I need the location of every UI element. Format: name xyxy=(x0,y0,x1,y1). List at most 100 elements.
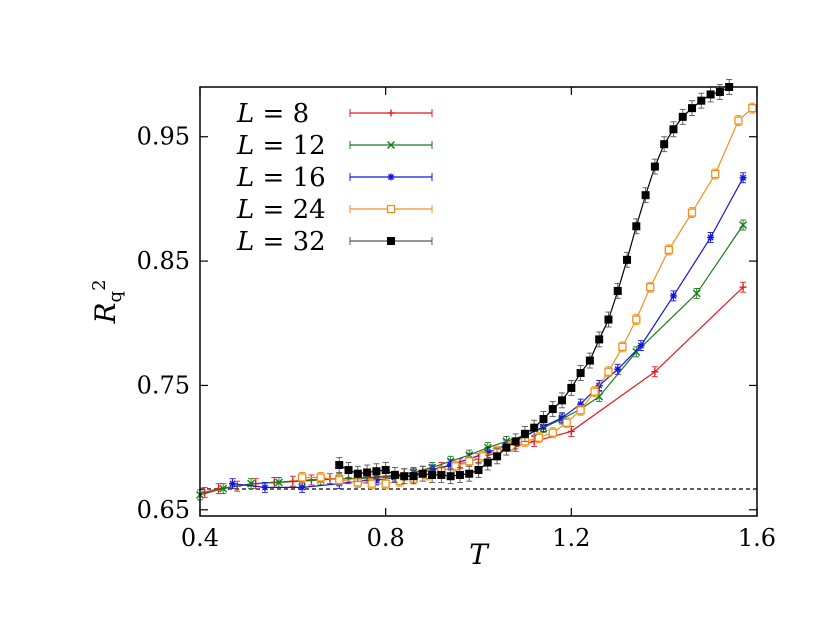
data-point xyxy=(734,115,743,126)
legend-item-8: L = 8 xyxy=(236,99,433,129)
data-point xyxy=(530,419,539,436)
data-point xyxy=(576,404,585,416)
data-point xyxy=(502,439,511,456)
legend-marker xyxy=(386,204,396,214)
data-point xyxy=(451,460,460,472)
data-point xyxy=(465,465,474,482)
data-point xyxy=(637,340,645,352)
data-point xyxy=(641,187,650,204)
data-point xyxy=(367,478,376,490)
x-tick-label: 0.4 xyxy=(181,524,219,552)
legend-marker xyxy=(387,109,395,117)
data-point xyxy=(353,465,362,482)
data-point xyxy=(739,219,748,231)
legend-label: L = 16 xyxy=(236,163,326,193)
legend-marker xyxy=(387,141,395,149)
data-point xyxy=(711,168,720,180)
data-point xyxy=(363,464,372,481)
data-point xyxy=(669,121,678,138)
legend-marker xyxy=(387,173,395,181)
data-point xyxy=(465,455,474,467)
data-point xyxy=(576,365,585,381)
data-point xyxy=(474,462,483,478)
data-point xyxy=(219,483,228,495)
data-point xyxy=(623,251,632,268)
data-point xyxy=(739,281,747,293)
legend-item-32: L = 32 xyxy=(236,227,433,257)
data-point xyxy=(632,314,641,325)
y-axis-label: Rq2 xyxy=(89,279,126,324)
data-point xyxy=(437,467,446,483)
data-point xyxy=(548,427,557,439)
data-point xyxy=(261,481,269,493)
data-point xyxy=(395,475,404,487)
data-point xyxy=(534,432,543,444)
x-tick-label: 0.8 xyxy=(367,524,405,552)
data-point xyxy=(567,426,575,437)
data-point xyxy=(567,380,576,396)
data-point xyxy=(664,244,673,256)
data-point xyxy=(335,457,344,473)
data-point xyxy=(483,454,492,471)
legend: L = 8L = 12L = 16L = 24L = 32 xyxy=(236,99,433,257)
data-point xyxy=(706,86,715,103)
series-8 xyxy=(201,281,747,498)
data-point xyxy=(618,341,627,353)
y-tick-label: 0.95 xyxy=(137,123,190,151)
data-point xyxy=(548,401,557,417)
data-point xyxy=(539,411,548,427)
data-point xyxy=(748,102,757,114)
legend-marker xyxy=(387,237,395,245)
data-point xyxy=(590,386,599,398)
data-point xyxy=(632,346,641,358)
data-point xyxy=(604,366,613,378)
data-point xyxy=(335,474,344,486)
data-point xyxy=(446,468,455,485)
data-point xyxy=(493,448,502,465)
series-32 xyxy=(335,79,734,485)
data-point xyxy=(614,363,622,375)
x-tick-label: 1.2 xyxy=(552,524,590,552)
legend-item-16: L = 16 xyxy=(236,163,433,193)
legend-label: L = 12 xyxy=(236,131,326,161)
data-point xyxy=(520,426,529,442)
data-point xyxy=(585,352,594,369)
legend-label: L = 8 xyxy=(236,99,309,129)
data-point xyxy=(228,478,236,490)
legend-label: L = 32 xyxy=(236,227,326,257)
data-point xyxy=(650,158,659,175)
data-point xyxy=(344,462,353,478)
data-point xyxy=(400,468,409,485)
data-point xyxy=(669,290,677,302)
data-point xyxy=(707,232,715,243)
data-point xyxy=(678,108,687,125)
data-point xyxy=(297,472,307,483)
y-tick-label: 0.65 xyxy=(137,496,190,524)
data-point xyxy=(687,207,697,219)
data-point xyxy=(697,92,706,109)
data-point xyxy=(511,433,520,450)
legend-item-24: L = 24 xyxy=(236,195,433,225)
series-line-24 xyxy=(302,107,753,485)
data-point xyxy=(381,478,390,490)
data-point xyxy=(558,392,567,409)
data-point xyxy=(562,417,571,429)
data-point xyxy=(316,472,325,483)
legend-item-12: L = 12 xyxy=(236,131,433,161)
data-point xyxy=(455,467,464,483)
data-point xyxy=(632,218,641,235)
data-point xyxy=(595,331,604,348)
data-point xyxy=(688,100,697,117)
x-axis-label: T xyxy=(469,538,490,571)
data-point xyxy=(409,468,418,485)
legend-label: L = 24 xyxy=(236,195,326,225)
data-point xyxy=(418,465,427,482)
data-point xyxy=(604,311,613,328)
data-point xyxy=(660,136,669,153)
plot-frame xyxy=(199,86,758,517)
x-tick-label: 1.6 xyxy=(738,524,776,552)
data-point xyxy=(381,462,390,478)
y-tick-label: 0.85 xyxy=(137,247,190,275)
data-point xyxy=(646,281,655,293)
